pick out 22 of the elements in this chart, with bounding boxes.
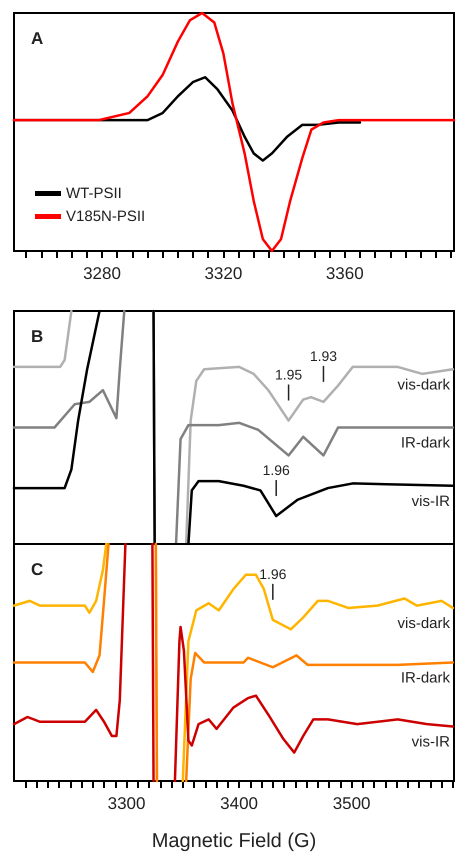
- text: A: [31, 29, 44, 48]
- series-label: IR-dark: [400, 670, 450, 686]
- annotation: 1.96: [259, 566, 287, 582]
- x-tick-label: 3500: [332, 794, 371, 813]
- x-tick-label: 3320: [204, 264, 242, 283]
- series-label: vis-dark: [397, 376, 450, 394]
- x-tick-label: 3400: [220, 794, 258, 813]
- series-label: vis-IR: [412, 492, 450, 510]
- annotation: 1.96: [262, 462, 290, 478]
- text: C: [31, 560, 44, 579]
- annotation: 1.95: [274, 366, 302, 383]
- legend-label: V185N-PSII: [66, 208, 146, 225]
- series-label: vis-IR: [412, 733, 450, 750]
- x-axis-title: Magnetic Field (G): [152, 830, 316, 852]
- x-tick-label: 3300: [108, 794, 146, 813]
- series-label: IR-dark: [400, 434, 450, 452]
- annotation: 1.93: [310, 348, 338, 364]
- legend-label: WT-PSII: [66, 185, 122, 202]
- x-tick-label: 3360: [326, 264, 364, 283]
- text: B: [31, 327, 44, 346]
- x-tick-label: 3280: [83, 264, 121, 283]
- series-label: vis-dark: [397, 614, 450, 632]
